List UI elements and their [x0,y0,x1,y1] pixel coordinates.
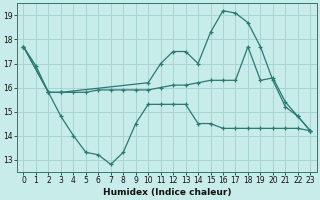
X-axis label: Humidex (Indice chaleur): Humidex (Indice chaleur) [103,188,231,197]
